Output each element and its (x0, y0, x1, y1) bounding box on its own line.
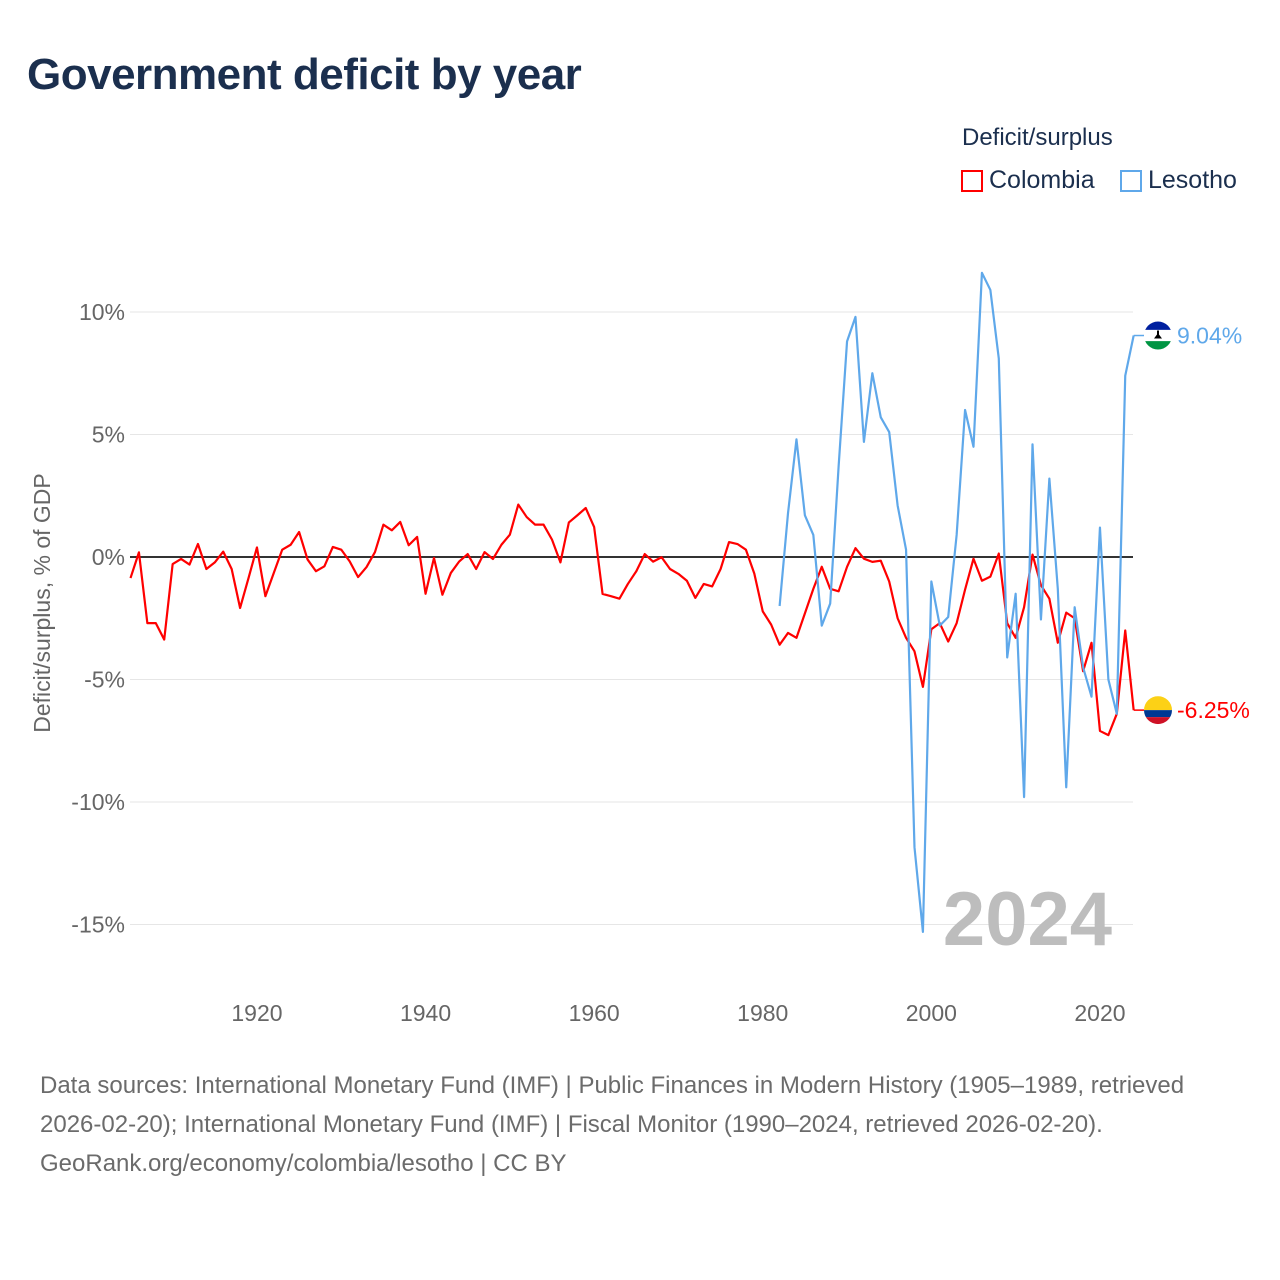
x-tick-label: 1920 (231, 1000, 282, 1026)
credit-link[interactable]: GeoRank.org/economy/colombia/lesotho | C… (40, 1150, 567, 1177)
chart-title: Government deficit by year (27, 50, 582, 99)
flag-lesotho-icon (1144, 321, 1172, 350)
current-year-label: 2024 (943, 877, 1112, 962)
legend-swatch-lesotho (1120, 169, 1142, 192)
y-tick-label: -10% (71, 789, 125, 815)
x-tick-label: 1940 (400, 1000, 451, 1026)
series-line-colombia (129, 503, 1135, 737)
end-value-label-lesotho: 9.04% (1177, 323, 1242, 349)
legend-title: Deficit/surplus (962, 124, 1113, 151)
x-tick-label: 1980 (737, 1000, 788, 1026)
x-tick-label: 2000 (906, 1000, 957, 1026)
y-tick-label: -15% (71, 912, 125, 938)
end-value-label-colombia: -6.25% (1177, 697, 1250, 723)
y-axis-label: Deficit/surplus, % of GDP (29, 473, 55, 732)
legend-label-colombia: Colombia (989, 166, 1095, 194)
footer: Data sources: International Monetary Fun… (40, 1066, 1240, 1183)
y-tick-label: 0% (92, 544, 125, 570)
legend-item-colombia[interactable]: Colombia (961, 166, 1095, 195)
series-line-lesotho (778, 271, 1135, 933)
legend-item-lesotho[interactable]: Lesotho (1120, 166, 1237, 195)
y-tick-label: 10% (79, 299, 125, 325)
x-tick-label: 1960 (569, 1000, 620, 1026)
legend-label-lesotho: Lesotho (1148, 166, 1237, 194)
legend-swatch-colombia (961, 169, 983, 192)
y-tick-label: -5% (84, 667, 125, 693)
x-tick-label: 2020 (1074, 1000, 1125, 1026)
data-sources: Data sources: International Monetary Fun… (40, 1072, 1185, 1138)
chart-area: 10% 5% 0% -5% -10% -15% 1920 1940 1960 1980 2000 20… (29, 271, 1250, 1026)
y-tick-label: 5% (92, 422, 125, 448)
flag-colombia-icon (1144, 696, 1172, 725)
